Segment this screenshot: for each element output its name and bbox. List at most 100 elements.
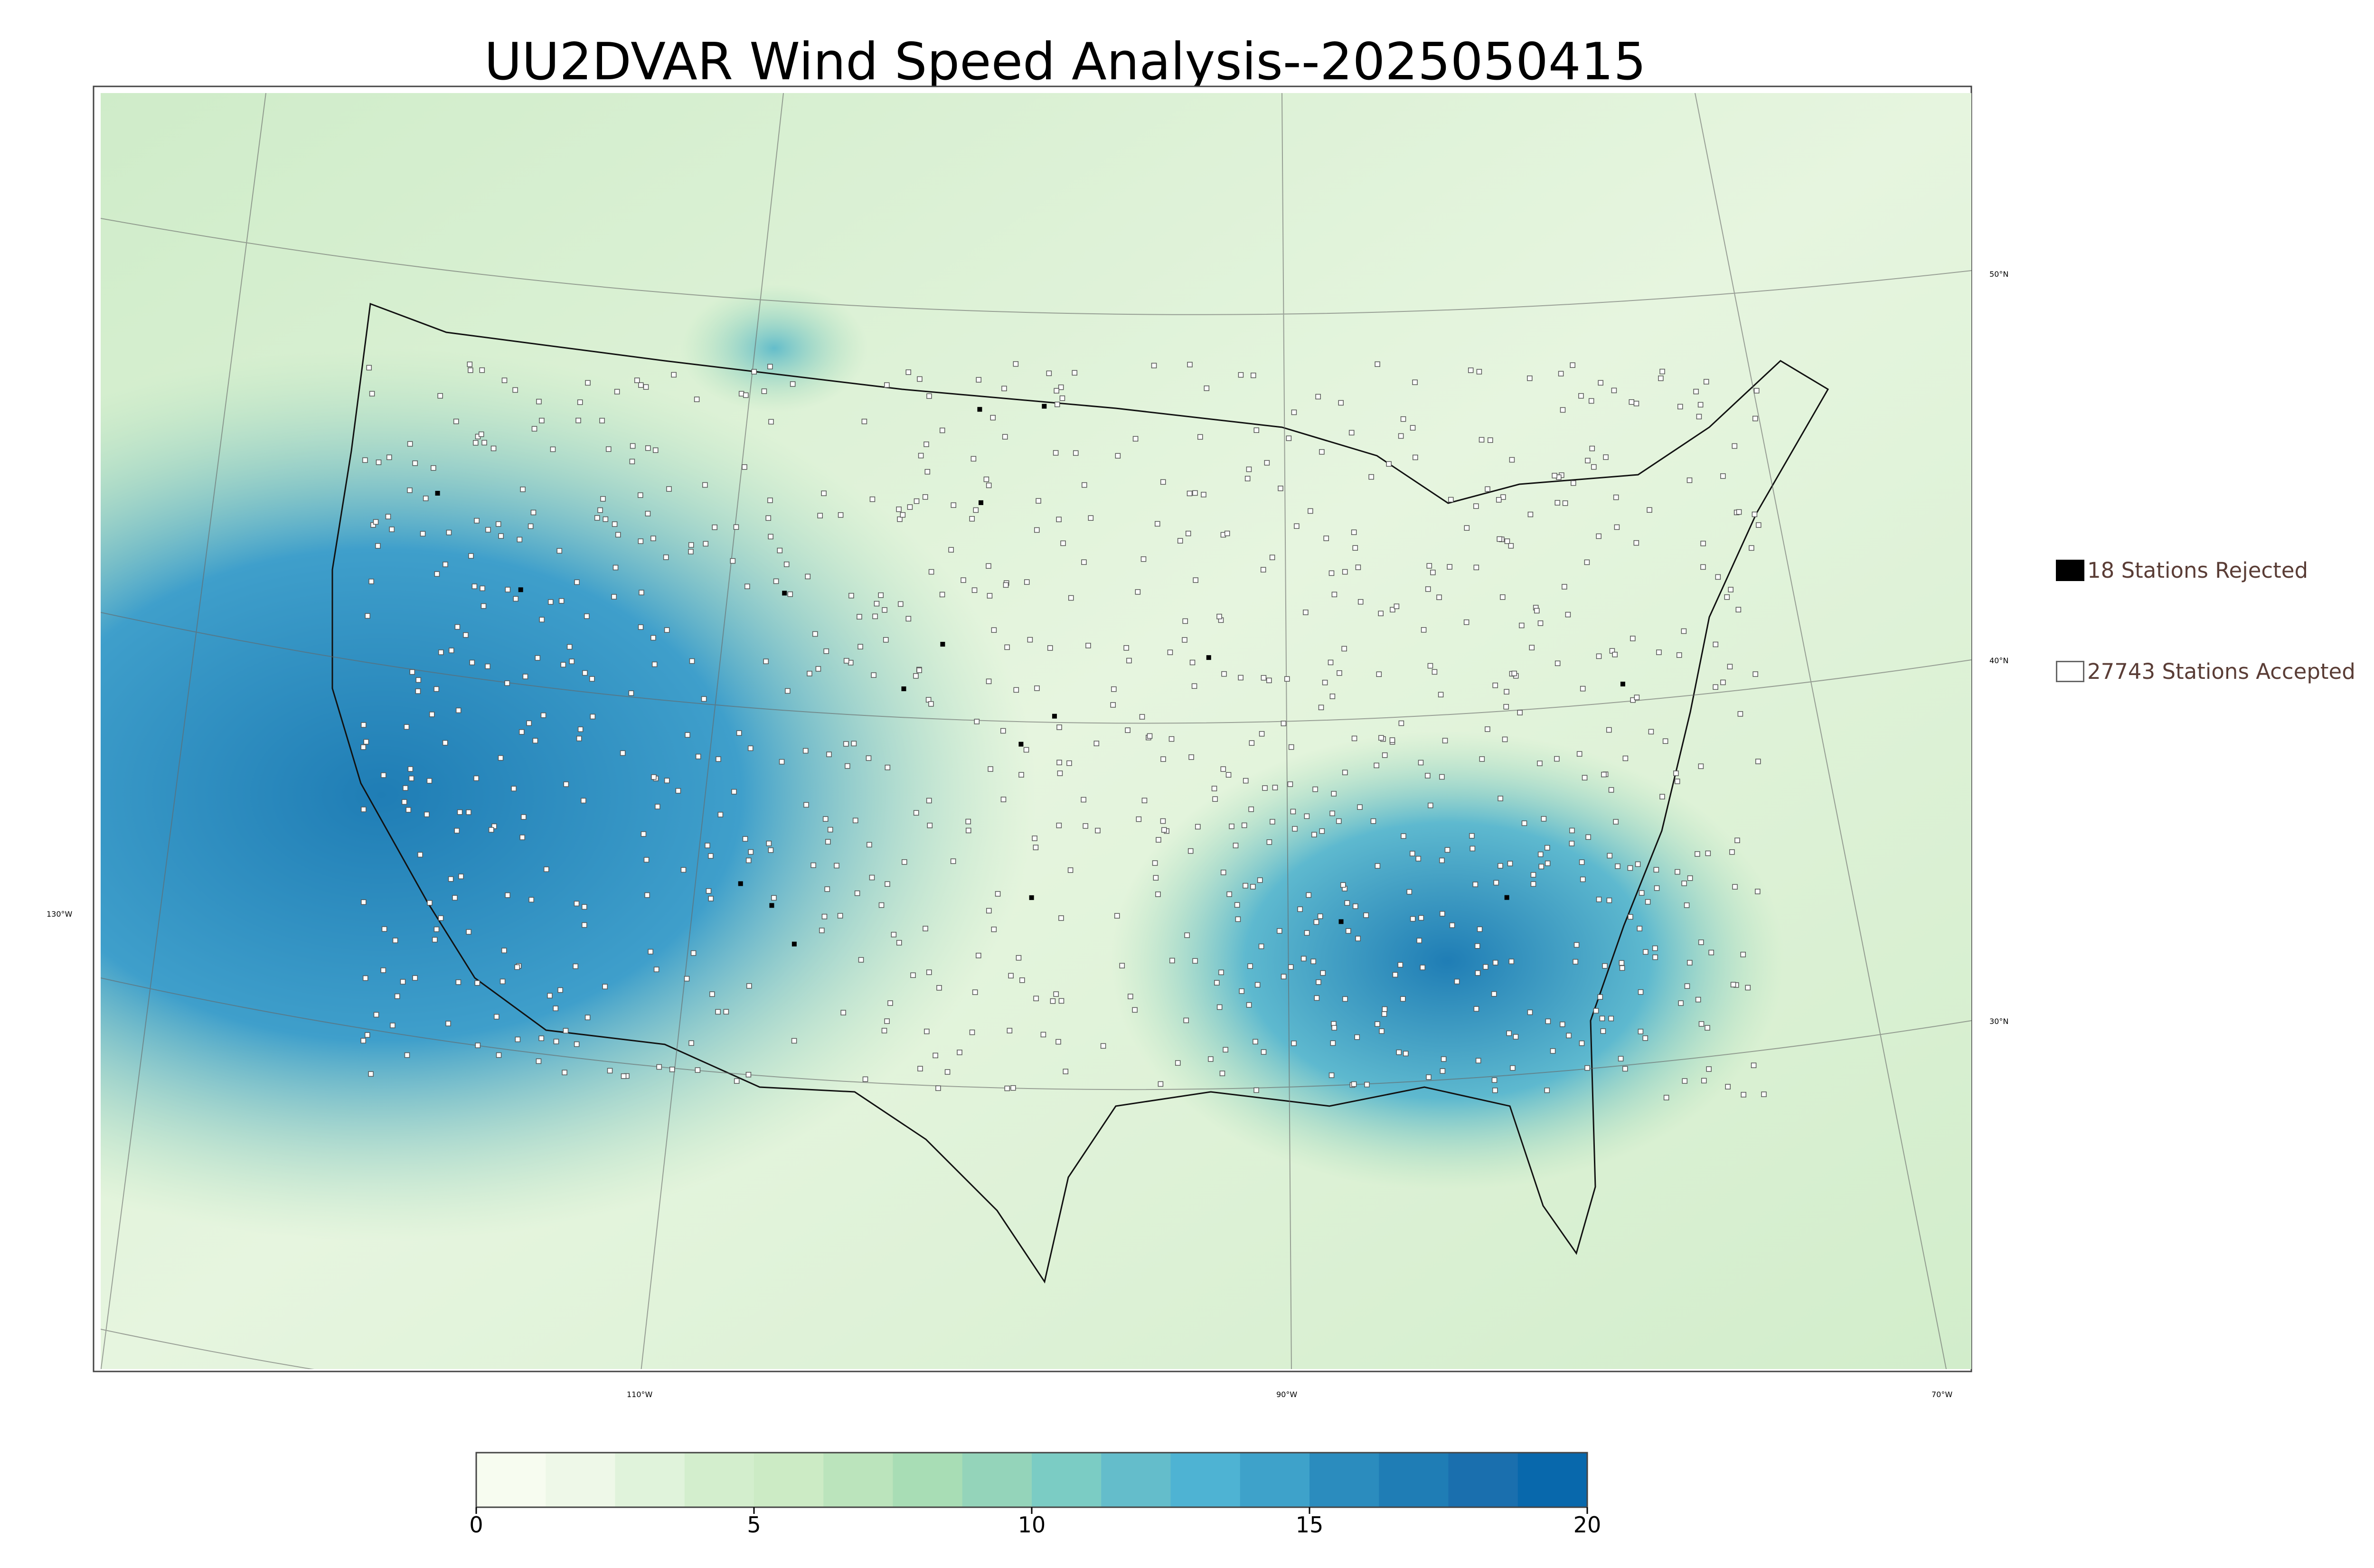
station-accepted bbox=[1238, 675, 1244, 681]
station-accepted bbox=[481, 440, 487, 446]
station-accepted bbox=[485, 527, 491, 533]
station-accepted bbox=[612, 521, 618, 527]
station-accepted bbox=[1336, 818, 1342, 824]
station-accepted bbox=[474, 518, 480, 524]
station-accepted bbox=[1421, 627, 1427, 633]
station-accepted bbox=[1081, 559, 1087, 565]
station-accepted bbox=[1016, 955, 1022, 961]
station-accepted bbox=[1246, 466, 1252, 472]
station-accepted bbox=[1444, 847, 1451, 853]
station-accepted bbox=[1004, 644, 1010, 650]
lat-label-40: 40°N bbox=[1989, 656, 2009, 665]
station-accepted bbox=[1100, 1043, 1106, 1049]
station-accepted bbox=[438, 915, 444, 921]
station-accepted bbox=[582, 670, 588, 676]
station-accepted bbox=[612, 564, 619, 571]
station-accepted bbox=[404, 1052, 410, 1058]
station-accepted bbox=[1375, 863, 1381, 869]
station-accepted bbox=[708, 853, 714, 859]
station-accepted bbox=[1063, 1069, 1069, 1074]
station-accepted bbox=[973, 507, 979, 513]
station-accepted bbox=[1260, 567, 1266, 573]
station-accepted bbox=[1529, 645, 1535, 650]
station-accepted bbox=[1687, 875, 1693, 881]
station-accepted bbox=[521, 814, 527, 820]
station-accepted bbox=[914, 498, 920, 504]
station-accepted bbox=[614, 389, 620, 394]
station-accepted bbox=[913, 673, 919, 679]
station-accepted bbox=[1469, 833, 1475, 839]
station-accepted bbox=[1246, 1002, 1252, 1008]
station-accepted bbox=[884, 382, 890, 388]
station-accepted bbox=[532, 738, 538, 743]
station-accepted bbox=[787, 591, 793, 597]
station-accepted bbox=[1700, 564, 1706, 570]
station-accepted bbox=[522, 674, 528, 679]
station-accepted bbox=[621, 1073, 627, 1079]
station-accepted bbox=[1244, 476, 1251, 481]
station-accepted bbox=[939, 427, 945, 433]
station-accepted bbox=[862, 1076, 868, 1082]
station-accepted bbox=[514, 964, 520, 970]
station-accepted bbox=[1182, 637, 1187, 643]
station-markers bbox=[360, 361, 1767, 1100]
station-accepted bbox=[1341, 646, 1347, 652]
station-accepted bbox=[458, 873, 464, 879]
station-accepted bbox=[891, 931, 897, 938]
station-accepted bbox=[1378, 610, 1384, 616]
station-accepted bbox=[1317, 913, 1323, 919]
station-accepted bbox=[1545, 1018, 1551, 1024]
station-accepted bbox=[881, 1028, 887, 1033]
station-accepted bbox=[1507, 861, 1513, 866]
station-accepted bbox=[1448, 497, 1454, 503]
station-accepted bbox=[1055, 402, 1060, 407]
station-accepted bbox=[373, 519, 379, 525]
station-accepted bbox=[1562, 584, 1567, 590]
station-accepted bbox=[1266, 677, 1272, 684]
station-accepted bbox=[916, 667, 922, 673]
station-accepted bbox=[1596, 533, 1602, 539]
station-accepted bbox=[1229, 823, 1234, 829]
station-accepted bbox=[736, 730, 742, 736]
station-accepted bbox=[1537, 761, 1543, 766]
colorbar-segment bbox=[1379, 1453, 1449, 1507]
station-accepted bbox=[1727, 664, 1733, 669]
station-accepted bbox=[1410, 916, 1416, 922]
station-accepted bbox=[887, 1000, 893, 1006]
station-accepted bbox=[690, 950, 697, 956]
station-accepted bbox=[1569, 841, 1575, 846]
station-accepted bbox=[1056, 516, 1062, 522]
station-accepted bbox=[530, 509, 537, 516]
station-accepted bbox=[1192, 958, 1198, 964]
station-accepted bbox=[1400, 996, 1406, 1002]
station-accepted bbox=[556, 548, 562, 554]
station-accepted bbox=[498, 755, 504, 761]
station-accepted bbox=[1189, 659, 1196, 666]
station-accepted bbox=[1047, 645, 1053, 651]
station-accepted bbox=[1053, 450, 1059, 456]
station-accepted bbox=[454, 624, 461, 630]
station-accepted bbox=[715, 1009, 721, 1015]
station-accepted bbox=[1055, 1039, 1061, 1045]
station-accepted bbox=[951, 502, 957, 508]
station-accepted bbox=[401, 799, 407, 805]
station-accepted bbox=[1537, 620, 1544, 626]
station-accepted bbox=[1464, 525, 1470, 531]
station-accepted bbox=[734, 1078, 740, 1084]
station-accepted bbox=[1619, 960, 1625, 966]
station-accepted bbox=[1603, 454, 1609, 460]
station-rejected bbox=[1620, 681, 1625, 686]
station-accepted bbox=[528, 523, 534, 529]
station-accepted bbox=[874, 601, 880, 607]
station-accepted bbox=[1732, 443, 1737, 449]
station-accepted bbox=[1355, 936, 1361, 941]
station-accepted bbox=[845, 763, 850, 769]
station-accepted bbox=[368, 579, 374, 584]
station-accepted bbox=[1243, 778, 1249, 784]
station-accepted bbox=[944, 1069, 951, 1075]
station-accepted bbox=[1677, 404, 1683, 410]
station-accepted bbox=[1584, 559, 1590, 565]
station-accepted bbox=[1331, 1025, 1337, 1031]
station-accepted bbox=[843, 741, 849, 747]
station-accepted bbox=[1351, 529, 1357, 535]
